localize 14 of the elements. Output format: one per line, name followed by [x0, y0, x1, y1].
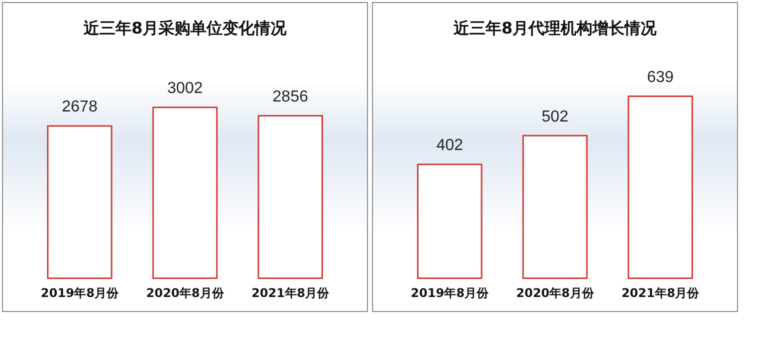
- x-tick-label: 2020年8月份: [516, 286, 595, 300]
- x-tick-label: 2019年8月份: [410, 286, 490, 300]
- x-tick-label: 2021年8月份: [621, 286, 700, 300]
- data-label: 2678: [62, 98, 98, 116]
- data-label: 2856: [272, 88, 308, 106]
- chart-title: 近三年8月采购单位变化情况: [82, 18, 288, 38]
- data-label: 3002: [167, 80, 203, 98]
- x-tick-label: 2020年8月份: [146, 286, 225, 300]
- data-label: 502: [542, 108, 568, 126]
- chart-title: 近三年8月代理机构增长情况: [452, 18, 658, 38]
- data-label: 402: [436, 137, 464, 154]
- x-tick-label: 2019年8月份: [40, 286, 120, 300]
- x-tick-label: 2021年8月份: [251, 286, 330, 300]
- data-label: 639: [646, 69, 674, 86]
